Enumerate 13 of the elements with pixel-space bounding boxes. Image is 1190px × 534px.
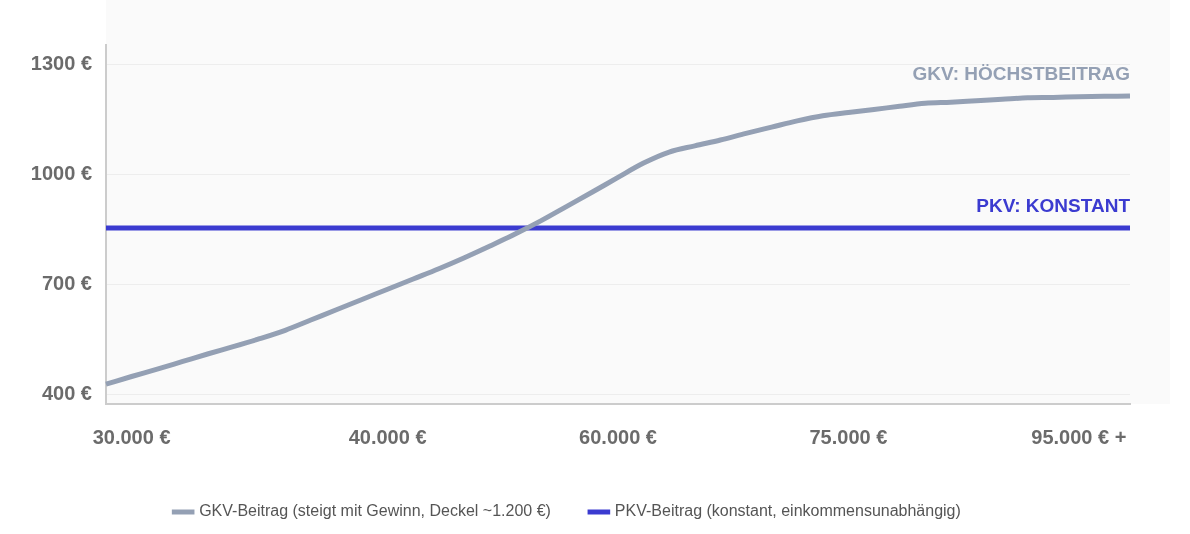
y-tick-label: 1300 € [30,51,92,74]
y-tick-label: 1000 € [30,161,92,184]
legend-label: PKV-Beitrag (konstant, einkommensunabhängig) [614,502,961,520]
x-tick-label: 60.000 € [579,425,657,448]
y-tick-label: 400 € [41,381,92,404]
x-tick-label: 40.000 € [348,425,427,448]
annotation: PKV: KONSTANT [976,194,1131,216]
annotation: GKV: HÖCHSTBEITRAG [912,62,1130,84]
x-tick-label: 30.000 € [92,425,171,448]
legend-label: GKV-Beitrag (steigt mit Gewinn, Deckel ~1.200 €) [199,502,551,520]
x-tick-label: 95.000 € + [1031,425,1127,448]
y-tick-label: 700 € [41,271,92,294]
x-tick-label: 75.000 € [809,425,888,448]
